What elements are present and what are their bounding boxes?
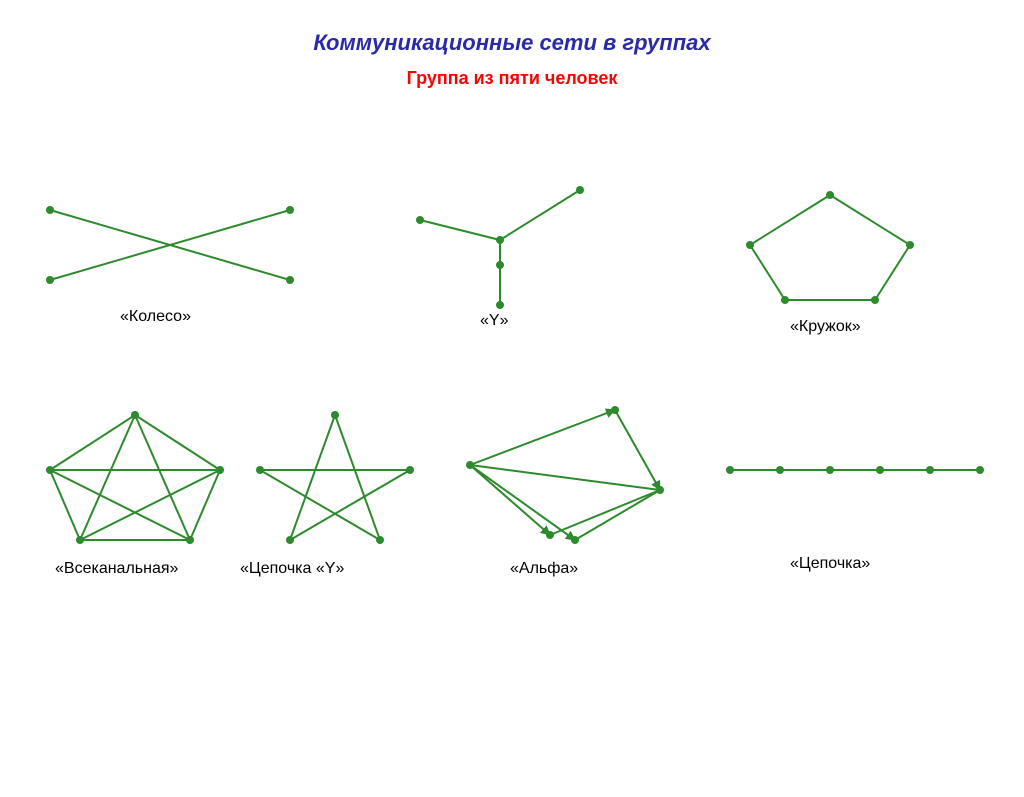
edge xyxy=(550,490,660,535)
diagram-alpha xyxy=(460,405,680,550)
edge xyxy=(750,195,830,245)
node xyxy=(906,241,914,249)
node xyxy=(926,466,934,474)
diagram-label-allchannel: «Всеканальная» xyxy=(55,560,178,578)
node xyxy=(571,536,579,544)
edge xyxy=(190,470,220,540)
diagram-y xyxy=(400,180,600,310)
diagram-chain xyxy=(720,450,990,490)
diagram-chain-y xyxy=(250,410,420,550)
node xyxy=(496,261,504,269)
diagram-label-alpha: «Альфа» xyxy=(510,560,578,578)
edge xyxy=(260,470,380,540)
node xyxy=(496,236,504,244)
node xyxy=(376,536,384,544)
edge xyxy=(335,415,380,540)
main-title: Коммуникационные сети в группах xyxy=(0,30,1024,56)
diagram-label-chain: «Цепочка» xyxy=(790,555,870,573)
node xyxy=(331,411,339,419)
node xyxy=(46,276,54,284)
node xyxy=(746,241,754,249)
edge xyxy=(470,465,550,535)
diagram-label-circle: «Кружок» xyxy=(790,318,861,336)
node xyxy=(416,216,424,224)
node xyxy=(781,296,789,304)
diagram-allchannel xyxy=(40,410,230,550)
edge xyxy=(875,245,910,300)
diagram-label-wheel: «Колесо» xyxy=(120,308,191,326)
edge xyxy=(470,410,615,465)
node xyxy=(546,531,554,539)
node xyxy=(576,186,584,194)
edge xyxy=(50,470,80,540)
node xyxy=(76,536,84,544)
node xyxy=(286,536,294,544)
edge xyxy=(750,245,785,300)
diagram-circle xyxy=(730,190,930,310)
node xyxy=(826,466,834,474)
node xyxy=(131,411,139,419)
sub-title: Группа из пяти человек xyxy=(0,68,1024,89)
node xyxy=(286,206,294,214)
node xyxy=(656,486,664,494)
edge xyxy=(500,190,580,240)
node xyxy=(876,466,884,474)
node xyxy=(776,466,784,474)
edge xyxy=(830,195,910,245)
node xyxy=(46,466,54,474)
edge xyxy=(50,470,190,540)
node xyxy=(216,466,224,474)
edge xyxy=(420,220,500,240)
edge xyxy=(290,470,410,540)
edge xyxy=(80,470,220,540)
edge xyxy=(575,490,660,540)
diagram-wheel xyxy=(40,200,300,300)
node xyxy=(256,466,264,474)
node xyxy=(826,191,834,199)
node xyxy=(871,296,879,304)
node xyxy=(726,466,734,474)
diagram-label-y: «Y» xyxy=(480,312,508,330)
node xyxy=(976,466,984,474)
node xyxy=(406,466,414,474)
node xyxy=(46,206,54,214)
diagram-label-chain-y: «Цепочка «Y» xyxy=(240,560,344,578)
node xyxy=(611,406,619,414)
node xyxy=(186,536,194,544)
node xyxy=(466,461,474,469)
node xyxy=(496,301,504,309)
node xyxy=(286,276,294,284)
diagram-area: «Колесо» «Y» «Кружок» «Всеканальная» «Цепочк… xyxy=(0,150,1024,750)
edge xyxy=(290,415,335,540)
edge xyxy=(615,410,660,490)
